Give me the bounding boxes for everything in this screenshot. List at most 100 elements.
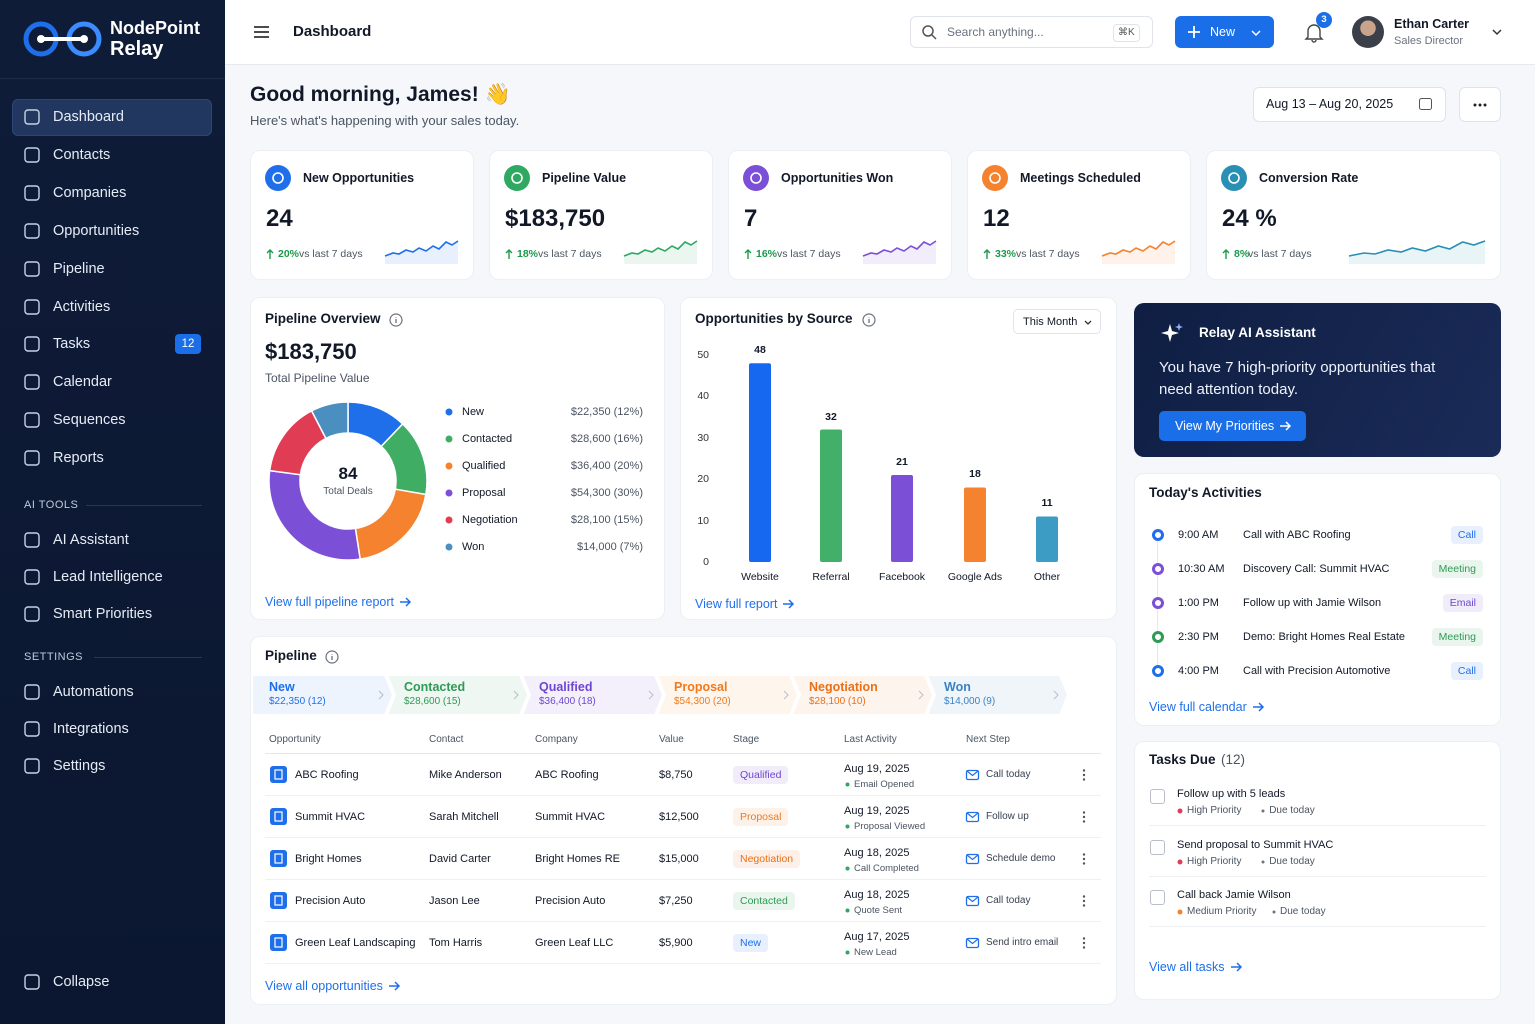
nav-label[interactable]: Tasks [53, 336, 91, 353]
task-priority: High Priority [1187, 855, 1242, 867]
table-row[interactable] [265, 796, 1101, 838]
nav-label[interactable]: Automations [53, 684, 134, 700]
row-menu[interactable] [1082, 769, 1086, 781]
nav-item[interactable] [12, 364, 212, 401]
source-report-link[interactable]: View full report [695, 594, 795, 614]
activity-date: Aug 18, 2025 [844, 889, 910, 901]
sparkle [1161, 324, 1179, 342]
company-icon-bg [270, 892, 287, 909]
task-checkbox[interactable] [1150, 890, 1165, 905]
next-step[interactable]: Schedule demo [986, 853, 1056, 864]
collapse-label[interactable]: Collapse [53, 974, 110, 990]
next-step[interactable]: Call today [986, 769, 1031, 780]
nav-label[interactable]: Calendar [53, 374, 112, 391]
sparkline [623, 240, 698, 264]
nav-item[interactable] [12, 251, 212, 288]
nav-label[interactable]: Contacts [53, 146, 111, 163]
kpi-icon [265, 165, 291, 191]
nav-label[interactable]: Integrations [53, 721, 129, 737]
nav-label[interactable]: Companies [53, 184, 127, 201]
sparkline-line [862, 240, 937, 257]
row-menu[interactable] [1082, 937, 1086, 949]
calendar-link[interactable]: View full calendar [1149, 697, 1264, 717]
nav-label[interactable]: AI Assistant [53, 532, 129, 548]
kpi-icon [1221, 165, 1247, 191]
nav-item[interactable] [12, 137, 212, 174]
next-step[interactable]: Call today [986, 895, 1031, 906]
legend-value: $36,400 (20%) [570, 460, 643, 472]
nav-label[interactable]: Settings [53, 758, 106, 774]
status-dot [845, 782, 850, 787]
tasks-link[interactable]: View all tasks [1149, 957, 1242, 977]
company-icon-bg [270, 808, 287, 825]
nav-icon [24, 450, 40, 466]
nav-item[interactable] [12, 440, 212, 477]
row-menu[interactable] [1082, 811, 1086, 823]
nav-label[interactable]: Lead Intelligence [53, 569, 163, 585]
bar-plot [749, 363, 1058, 562]
company-icon [270, 850, 287, 867]
activity-note: Proposal Viewed [854, 821, 926, 832]
y-tick-label: 10 [697, 514, 709, 527]
legend-dot [445, 489, 453, 497]
nav-label[interactable]: Sequences [53, 412, 126, 429]
search-box[interactable] [910, 16, 1153, 48]
nav-item[interactable] [12, 289, 212, 326]
nav-label[interactable]: Reports [53, 450, 104, 467]
row-menu-dot [1082, 815, 1086, 819]
activity-note: Email Opened [854, 779, 915, 790]
more-dots [1473, 103, 1487, 107]
table-header: Next Step [966, 734, 1010, 745]
avatar[interactable] [1352, 16, 1384, 48]
legend-label: New [462, 406, 485, 418]
task-checkbox[interactable] [1150, 839, 1165, 855]
kpi-change: 18% [517, 248, 539, 260]
table-row[interactable] [265, 880, 1101, 922]
row-menu-dot [1082, 769, 1086, 772]
menu-icon[interactable] [254, 26, 270, 38]
ai-button-label[interactable]: View My Priorities [1175, 416, 1292, 436]
user-chevron[interactable] [1492, 29, 1502, 36]
cell-contact: Tom Harris [429, 937, 483, 949]
table-row[interactable] [265, 838, 1101, 880]
donut-segment [310, 401, 349, 440]
stage-tag: Qualified [733, 766, 789, 784]
company-icon [270, 934, 287, 951]
new-chevron [1251, 30, 1261, 37]
nav-icon [24, 185, 40, 201]
pipeline-report-link[interactable]: View full pipeline report [265, 592, 412, 612]
nav-icon-shape [24, 569, 40, 585]
stage-chevron [251, 674, 395, 716]
opportunities-link[interactable]: View all opportunities [265, 976, 400, 996]
task-priority: Medium Priority [1187, 906, 1257, 917]
table-row[interactable] [265, 754, 1101, 796]
nav-label[interactable]: Opportunities [53, 222, 140, 239]
table-header: Contact [429, 734, 464, 745]
stage-arrow [1053, 690, 1059, 700]
stage-summary: $14,000 (9) [944, 696, 996, 707]
date-range-box[interactable] [1253, 87, 1446, 122]
nav-label[interactable]: Activities [53, 298, 111, 315]
next-step[interactable]: Send intro email [986, 937, 1059, 948]
row-menu[interactable] [1082, 895, 1086, 907]
nav-icon-shape [24, 374, 40, 390]
task-divider [1149, 875, 1486, 877]
task-checkbox[interactable] [1150, 789, 1165, 804]
next-step[interactable]: Follow up [986, 811, 1029, 822]
nav-item[interactable] [12, 99, 212, 136]
row-menu-dot [1082, 899, 1086, 903]
nav-icon [24, 109, 40, 125]
nav-label[interactable]: Smart Priorities [53, 606, 153, 622]
bell-icon[interactable] [1304, 23, 1324, 43]
nav-label[interactable]: Dashboard [53, 109, 124, 125]
priority-dot-shape [1177, 859, 1183, 864]
row-menu[interactable] [1082, 853, 1086, 865]
nav-item[interactable] [12, 748, 212, 785]
nav-label[interactable]: Pipeline [53, 260, 105, 277]
legend-label: Contacted [462, 433, 513, 445]
header-bar [225, 0, 1535, 65]
company-icon-bg [270, 766, 287, 783]
arrow-path [1280, 421, 1292, 431]
table-row[interactable] [265, 922, 1101, 964]
